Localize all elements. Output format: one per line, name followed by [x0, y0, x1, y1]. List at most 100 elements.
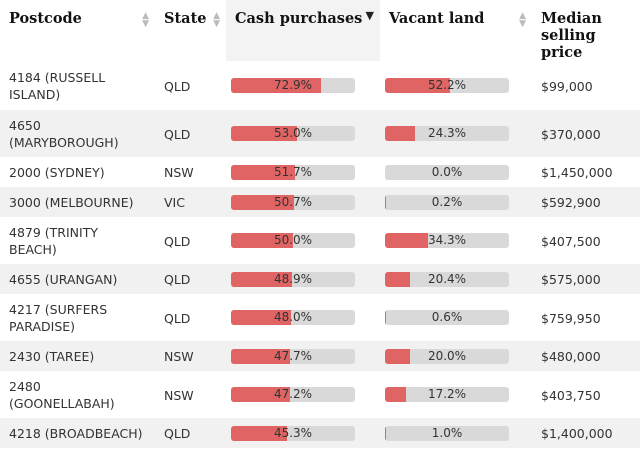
land-bar: 20.4% — [385, 271, 509, 287]
land-bar: 20.0% — [385, 348, 509, 364]
cash-bar-fill — [231, 233, 293, 248]
postcode-cell: 4184 (RUSSELL ISLAND) — [9, 70, 106, 102]
sort-icon: ▲ ▼ — [519, 11, 526, 29]
vacant-land-cell: 52.2% — [380, 61, 532, 110]
postcode-cell: 4879 (TRINITY BEACH) — [9, 225, 98, 257]
cash-purchases-cell: 53.0% — [226, 110, 380, 157]
land-bar-fill — [385, 194, 386, 210]
cash-value: 48.9% — [273, 271, 313, 286]
table-row: 4879 (TRINITY BEACH) QLD 50.0% 34.3% $407,50… — [0, 217, 640, 264]
postcode-cell: 4650 (MARYBOROUGH) — [0, 110, 155, 157]
state-cell: QLD — [164, 233, 191, 249]
land-bar: 34.3% — [385, 233, 509, 248]
sort-descending-icon: ▲▼ — [365, 9, 374, 22]
header-postcode-label: Postcode — [9, 10, 82, 27]
cash-bar: 50.7% — [231, 194, 355, 210]
price-cell: $1,450,000 — [541, 165, 613, 180]
table-row: 4655 (URANGAN) QLD 48.9% 20.4% $575,000 — [0, 264, 640, 294]
postcode-cell: 4655 (URANGAN) — [0, 264, 155, 294]
header-row: Postcode ▲▼ State ▲▼ Cash purchases ▲▼ V… — [0, 0, 640, 61]
vacant-land-cell: 24.3% — [380, 110, 532, 157]
price-cell: $403,750 — [541, 387, 601, 403]
cash-value: 48.0% — [273, 310, 313, 324]
cash-purchases-cell: 47.2% — [226, 371, 380, 418]
state-cell: QLD — [155, 264, 226, 294]
postcode-cell: 2430 (TAREE) — [0, 341, 155, 371]
cash-value: 50.7% — [273, 194, 313, 209]
header-cash-purchases[interactable]: Cash purchases ▲▼ — [226, 0, 380, 61]
price-cell: $99,000 — [541, 78, 593, 94]
table-row: 4650 (MARYBOROUGH) QLD 53.0% 24.3% $370,000 — [0, 110, 640, 157]
sort-icon: ▲ ▼ — [213, 11, 220, 29]
cash-bar: 72.9% — [231, 78, 355, 93]
land-value: 1.0% — [431, 425, 463, 440]
sort-icon: ▲ ▼ — [142, 11, 149, 29]
cash-bar-fill — [231, 78, 322, 93]
land-value: 20.0% — [427, 348, 467, 363]
cash-bar: 51.7% — [231, 164, 355, 180]
cash-bar-fill — [231, 194, 294, 210]
cash-bar-fill — [231, 164, 296, 180]
cash-purchases-cell: 51.7% — [226, 157, 380, 187]
state-cell: NSW — [164, 387, 194, 403]
cash-value: 53.0% — [273, 126, 313, 140]
land-value: 0.0% — [431, 164, 463, 179]
cash-bar: 50.0% — [231, 233, 355, 248]
land-bar-fill — [385, 233, 428, 248]
land-value: 17.2% — [427, 387, 467, 401]
land-bar-fill — [385, 126, 416, 141]
table-row: 4217 (SURFERS PARADISE) QLD 48.0% 0.6% $759,… — [0, 294, 640, 341]
cash-purchases-cell: 48.0% — [226, 294, 380, 341]
header-price-label: Median selling price — [541, 10, 602, 61]
vacant-land-cell: 20.4% — [380, 264, 532, 294]
land-bar-fill — [385, 425, 387, 441]
table-row: 3000 (MELBOURNE) VIC 50.7% 0.2% $592,900 — [0, 187, 640, 217]
vacant-land-cell: 0.6% — [380, 294, 532, 341]
cash-bar: 47.2% — [231, 387, 355, 402]
header-postcode[interactable]: Postcode ▲ ▼ — [0, 0, 155, 61]
cash-bar: 47.7% — [231, 348, 355, 364]
header-vacant-land[interactable]: Vacant land ▲ ▼ — [380, 0, 532, 61]
land-bar: 1.0% — [385, 425, 509, 441]
vacant-land-cell: 1.0% — [380, 418, 532, 448]
header-state-label: State — [164, 10, 207, 27]
cash-bar-fill — [231, 348, 291, 364]
table-row: 2430 (TAREE) NSW 47.7% 20.0% $480,000 — [0, 341, 640, 371]
cash-value: 72.9% — [273, 78, 313, 92]
table-row: 4218 (BROADBEACH) QLD 45.3% 1.0% $1,400,000 — [0, 418, 640, 448]
price-cell: $407,500 — [541, 233, 601, 249]
land-bar-fill — [385, 310, 386, 325]
land-bar: 17.2% — [385, 387, 509, 402]
postcode-cell: 3000 (MELBOURNE) — [0, 187, 155, 217]
vacant-land-cell: 0.0% — [380, 157, 532, 187]
header-state[interactable]: State ▲ ▼ — [155, 0, 226, 61]
state-cell: QLD — [164, 78, 191, 94]
land-bar: 24.3% — [385, 126, 509, 141]
header-median-price[interactable]: Median selling price — [532, 0, 640, 61]
table-row: 2480 (GOONELLABAH) NSW 47.2% 17.2% $403,750 — [0, 371, 640, 418]
price-cell: $370,000 — [532, 110, 640, 157]
table-row: 4184 (RUSSELL ISLAND) QLD 72.9% 52.2% $99,00… — [0, 61, 640, 110]
cash-bar-fill — [231, 126, 297, 141]
state-cell: NSW — [155, 341, 226, 371]
cash-bar-fill — [231, 271, 292, 287]
land-value: 52.2% — [427, 78, 467, 92]
state-cell: QLD — [164, 310, 191, 326]
cash-bar-fill — [231, 425, 288, 441]
cash-bar: 48.0% — [231, 310, 355, 325]
state-cell: QLD — [155, 110, 226, 157]
land-bar: 0.2% — [385, 194, 509, 210]
state-cell: VIC — [155, 187, 226, 217]
postcode-cell: 2000 (SYDNEY) — [9, 165, 105, 180]
cash-purchases-cell: 47.7% — [226, 341, 380, 371]
header-cash-label: Cash purchases — [235, 10, 363, 27]
state-cell: NSW — [164, 165, 194, 180]
land-value: 34.3% — [427, 233, 467, 247]
cash-purchases-cell: 48.9% — [226, 264, 380, 294]
cash-value: 47.2% — [273, 387, 313, 401]
table-row: 2000 (SYDNEY) NSW 51.7% 0.0% $1,450,000 — [0, 157, 640, 187]
land-value: 20.4% — [427, 271, 467, 286]
cash-purchases-cell: 50.7% — [226, 187, 380, 217]
price-cell: $575,000 — [532, 264, 640, 294]
postcode-cell: 4217 (SURFERS PARADISE) — [9, 302, 108, 334]
